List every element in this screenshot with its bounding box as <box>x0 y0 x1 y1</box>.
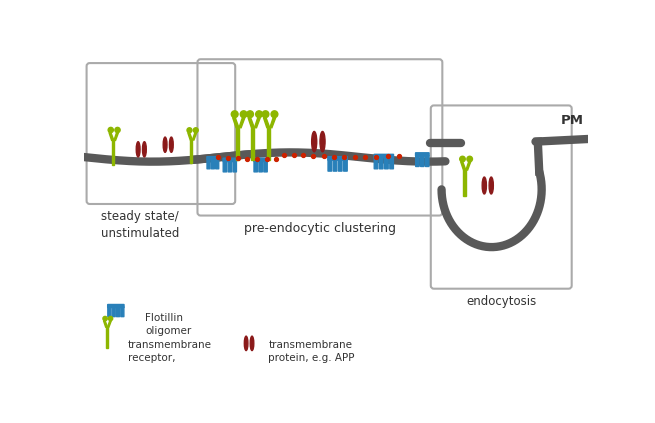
Text: endocytosis: endocytosis <box>466 295 536 308</box>
FancyBboxPatch shape <box>379 157 383 169</box>
FancyBboxPatch shape <box>415 153 429 156</box>
Circle shape <box>262 111 269 118</box>
Polygon shape <box>466 162 471 170</box>
Text: Flotillin
oligomer: Flotillin oligomer <box>145 313 191 336</box>
Circle shape <box>108 127 113 133</box>
Polygon shape <box>254 118 260 128</box>
Polygon shape <box>233 118 239 128</box>
FancyBboxPatch shape <box>426 156 429 167</box>
Ellipse shape <box>250 336 253 351</box>
FancyBboxPatch shape <box>339 159 342 171</box>
Bar <box>111 140 114 165</box>
FancyBboxPatch shape <box>264 161 267 172</box>
FancyBboxPatch shape <box>333 159 337 171</box>
FancyBboxPatch shape <box>384 157 388 169</box>
FancyBboxPatch shape <box>421 156 424 167</box>
FancyBboxPatch shape <box>344 159 347 171</box>
Circle shape <box>115 127 120 133</box>
FancyBboxPatch shape <box>328 159 331 171</box>
Polygon shape <box>193 133 196 140</box>
FancyBboxPatch shape <box>259 161 262 172</box>
Polygon shape <box>107 321 111 327</box>
Ellipse shape <box>312 132 317 152</box>
FancyBboxPatch shape <box>374 157 378 169</box>
Circle shape <box>103 316 107 321</box>
Ellipse shape <box>163 137 167 152</box>
Polygon shape <box>109 133 114 140</box>
Polygon shape <box>263 118 270 128</box>
Ellipse shape <box>244 336 248 351</box>
FancyBboxPatch shape <box>228 161 231 172</box>
FancyBboxPatch shape <box>223 161 227 172</box>
FancyBboxPatch shape <box>390 157 394 169</box>
Polygon shape <box>103 321 107 327</box>
FancyBboxPatch shape <box>107 305 124 308</box>
Circle shape <box>255 111 263 118</box>
Circle shape <box>467 156 472 162</box>
FancyBboxPatch shape <box>121 307 124 317</box>
Circle shape <box>187 128 192 133</box>
FancyBboxPatch shape <box>108 307 111 317</box>
FancyBboxPatch shape <box>233 161 236 172</box>
Bar <box>236 128 239 160</box>
FancyBboxPatch shape <box>117 307 120 317</box>
FancyBboxPatch shape <box>223 158 236 162</box>
Circle shape <box>108 316 113 321</box>
Polygon shape <box>460 162 466 170</box>
FancyBboxPatch shape <box>416 156 419 167</box>
FancyBboxPatch shape <box>254 161 257 172</box>
FancyBboxPatch shape <box>254 158 267 162</box>
Text: PM: PM <box>561 113 584 126</box>
FancyBboxPatch shape <box>112 307 115 317</box>
Circle shape <box>460 156 465 162</box>
FancyBboxPatch shape <box>328 157 347 160</box>
Ellipse shape <box>170 137 173 152</box>
Bar <box>190 140 193 163</box>
FancyBboxPatch shape <box>374 154 394 158</box>
Polygon shape <box>114 133 119 140</box>
Polygon shape <box>239 118 245 128</box>
FancyBboxPatch shape <box>215 159 219 169</box>
Polygon shape <box>188 133 193 140</box>
Bar <box>267 128 270 160</box>
Ellipse shape <box>136 142 140 157</box>
Text: transmembrane
receptor,: transmembrane receptor, <box>128 340 212 363</box>
Bar <box>464 170 466 196</box>
Ellipse shape <box>143 142 146 157</box>
Ellipse shape <box>482 177 487 194</box>
FancyBboxPatch shape <box>212 159 214 169</box>
Text: pre-endocytic clustering: pre-endocytic clustering <box>244 222 396 235</box>
Circle shape <box>247 111 253 118</box>
Ellipse shape <box>489 177 493 194</box>
Circle shape <box>231 111 238 118</box>
Circle shape <box>193 128 198 133</box>
Polygon shape <box>270 118 276 128</box>
Polygon shape <box>248 118 254 128</box>
Bar <box>252 128 254 160</box>
Text: transmembrane
protein, e.g. APP: transmembrane protein, e.g. APP <box>269 340 355 363</box>
Ellipse shape <box>320 132 325 152</box>
FancyBboxPatch shape <box>207 159 210 169</box>
Bar <box>105 327 107 348</box>
Text: steady state/
unstimulated: steady state/ unstimulated <box>102 210 179 240</box>
FancyBboxPatch shape <box>207 157 219 160</box>
Circle shape <box>240 111 247 118</box>
Circle shape <box>271 111 278 118</box>
